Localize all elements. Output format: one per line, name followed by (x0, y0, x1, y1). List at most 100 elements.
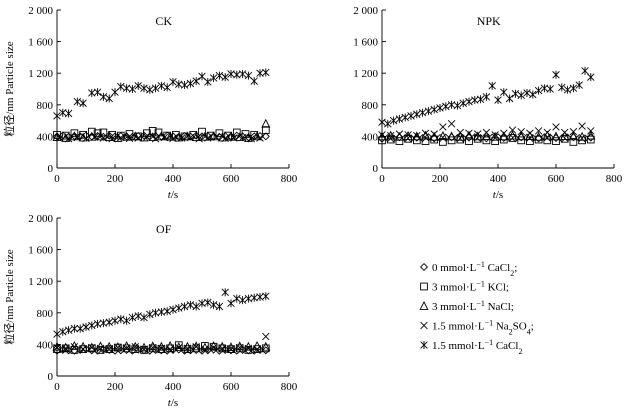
x-tick-label: 800 (606, 173, 623, 185)
data-point (157, 344, 166, 353)
data-point (82, 134, 90, 143)
legend-item: 3 mmol·L−1 KCl; (420, 279, 509, 294)
legend-label-part: 4 (527, 327, 531, 336)
x-tick-label: 200 (107, 381, 124, 393)
legend-symbol (420, 321, 428, 330)
data-point (412, 131, 422, 141)
legend-label-part: CaCl (493, 340, 518, 352)
data-point (88, 88, 96, 97)
data-point (175, 80, 183, 89)
data-point (90, 133, 99, 141)
x-tick-label: 400 (165, 381, 182, 393)
data-point (256, 69, 264, 78)
data-point (204, 77, 212, 86)
data-point (64, 135, 73, 143)
legend-label: 3 mmol·L−1 NaCl; (432, 299, 514, 314)
data-point (542, 130, 552, 140)
data-point (151, 308, 160, 317)
data-point (177, 134, 186, 142)
data-point (465, 129, 473, 137)
legend-symbol (419, 262, 429, 272)
data-point (488, 81, 496, 90)
x-axis-label-unit: /s (171, 397, 178, 409)
data-point (500, 88, 508, 97)
data-point (546, 133, 555, 142)
series-square (378, 134, 595, 146)
series-x (378, 120, 595, 140)
data-point (73, 133, 82, 142)
data-point (438, 131, 448, 140)
data-point (587, 127, 595, 135)
data-point (87, 127, 96, 136)
legend-label-part: −1 (485, 318, 494, 327)
data-point (125, 134, 134, 143)
data-point (441, 133, 450, 142)
data-point (404, 131, 412, 139)
legend-label-part: 3 mmol·L (432, 301, 477, 313)
data-point (226, 346, 236, 355)
data-point (99, 92, 108, 101)
data-point (247, 135, 256, 143)
data-point (238, 69, 247, 78)
data-point (166, 345, 174, 353)
y-tick-label: 2 000 (28, 213, 53, 225)
data-point (586, 135, 595, 144)
series-x (56, 133, 264, 143)
data-point (215, 129, 224, 138)
data-point (403, 131, 413, 140)
data-point (130, 341, 140, 351)
data-point (53, 130, 61, 139)
chart-title: NPK (477, 14, 501, 28)
data-point (148, 132, 158, 142)
data-point (70, 129, 79, 138)
data-point (511, 89, 520, 98)
data-point (238, 133, 247, 142)
data-point (59, 327, 67, 336)
data-point (476, 95, 485, 104)
legend-label-part: 3 mmol·L (432, 282, 477, 294)
y-tick-label: 0 (48, 163, 54, 175)
data-point (186, 79, 195, 88)
data-point (201, 345, 209, 353)
x-tick-label: 800 (281, 173, 298, 185)
data-point (546, 85, 554, 93)
data-point (105, 345, 113, 353)
data-point (221, 288, 229, 297)
data-point (421, 137, 430, 145)
data-point (209, 343, 218, 352)
x-axis-label: t/s (493, 189, 503, 201)
series-asterisk (53, 68, 270, 120)
data-point (182, 341, 193, 351)
legend-label-part: 2 (510, 269, 514, 278)
data-point (491, 131, 499, 139)
x-tick-label: 400 (490, 173, 507, 185)
data-point (111, 88, 119, 97)
y-tick-label: 800 (37, 100, 54, 112)
legend-label: 0 mmol·L−1 CaCl2; (432, 260, 517, 278)
data-point (88, 321, 96, 330)
legend-label-part: −1 (485, 338, 494, 347)
data-point (412, 136, 421, 145)
data-point (104, 132, 114, 142)
data-point (148, 341, 158, 351)
data-point (165, 340, 175, 350)
data-point (180, 302, 189, 311)
data-point (157, 81, 166, 90)
data-point (122, 340, 132, 350)
legend-item: 0 mmol·L−1 CaCl2; (419, 260, 517, 278)
data-point (453, 101, 462, 110)
data-point (209, 73, 218, 82)
data-point (192, 343, 200, 351)
data-point (61, 344, 70, 353)
data-point (88, 343, 96, 352)
data-point (212, 133, 221, 141)
data-point (401, 133, 410, 143)
data-point (108, 135, 116, 143)
legend-label-part: 2 (518, 347, 522, 356)
data-point (244, 294, 253, 303)
data-point (543, 128, 552, 137)
legend-label-part: Na (493, 321, 509, 333)
data-point (436, 103, 444, 112)
y-tick-label: 0 (373, 163, 379, 175)
data-point (491, 137, 499, 145)
